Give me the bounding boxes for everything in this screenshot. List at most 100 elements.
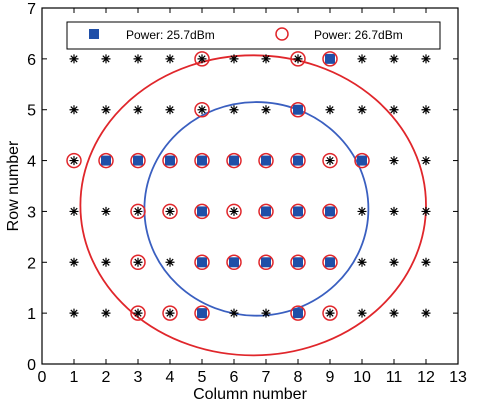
series-2-point bbox=[194, 203, 210, 220]
grid-point-marker bbox=[325, 105, 335, 115]
boundary-ellipse-2 bbox=[79, 54, 427, 357]
series-2-point bbox=[226, 203, 242, 220]
grid-point-marker bbox=[389, 54, 399, 64]
series-1-point bbox=[101, 155, 111, 166]
grid-point-marker bbox=[357, 54, 367, 64]
series-2-point bbox=[322, 51, 338, 67]
x-tick-label: 13 bbox=[449, 369, 467, 386]
grid-point-marker bbox=[69, 257, 79, 267]
series-layer bbox=[66, 51, 370, 321]
x-tick-label: 10 bbox=[353, 369, 371, 386]
series-1-point bbox=[293, 155, 303, 166]
y-tick-label: 1 bbox=[27, 306, 36, 323]
series-2-point bbox=[66, 152, 82, 169]
grid-point-marker bbox=[165, 257, 175, 267]
series-2-point bbox=[162, 152, 178, 169]
series-2-point bbox=[194, 152, 210, 169]
series-2-point bbox=[194, 51, 210, 67]
series-2-point bbox=[322, 152, 338, 169]
series-1-point bbox=[261, 206, 271, 217]
grid-point-marker bbox=[165, 206, 175, 216]
legend-circle-icon bbox=[275, 27, 289, 41]
grid-point-marker bbox=[165, 308, 175, 318]
series-2-point bbox=[162, 203, 178, 220]
series-2-point bbox=[130, 152, 146, 169]
y-tick-label: 5 bbox=[27, 103, 36, 120]
grid-point-marker bbox=[261, 54, 271, 64]
grid-point-marker bbox=[421, 105, 431, 115]
grid-point-marker bbox=[421, 54, 431, 64]
legend-square-icon bbox=[89, 29, 99, 39]
grid-point-marker bbox=[421, 156, 431, 166]
grid-point-marker bbox=[357, 257, 367, 267]
series-1-point bbox=[293, 104, 303, 115]
series-2-point bbox=[258, 254, 274, 271]
grid-point-marker bbox=[357, 206, 367, 216]
legend-box bbox=[66, 21, 441, 50]
grid-point-marker bbox=[101, 257, 111, 267]
y-tick-label: 3 bbox=[27, 204, 36, 221]
grid-point-marker bbox=[421, 206, 431, 216]
grid-point-marker bbox=[133, 54, 143, 64]
grid-point-marker bbox=[69, 105, 79, 115]
grid-point-marker bbox=[133, 206, 143, 216]
x-axis-title: Column number bbox=[193, 386, 308, 403]
series-2-point bbox=[258, 152, 274, 169]
y-tick-label: 7 bbox=[27, 1, 36, 18]
x-tick-label: 7 bbox=[262, 369, 271, 386]
y-tick-label: 6 bbox=[27, 52, 36, 69]
series-2-point bbox=[130, 203, 146, 220]
series-2-point bbox=[130, 254, 146, 271]
series-2-point bbox=[194, 101, 210, 118]
grid-point-marker bbox=[261, 105, 271, 115]
grid-point-marker bbox=[261, 308, 271, 318]
series-1-point bbox=[325, 53, 335, 64]
grid-point-marker bbox=[133, 257, 143, 267]
series-1-point bbox=[261, 257, 271, 268]
x-tick-label: 3 bbox=[134, 369, 143, 386]
x-tick-label: 4 bbox=[166, 369, 175, 386]
legend: Power: 25.7dBm Power: 26.7dBm bbox=[66, 21, 441, 50]
legend-label-series-1: Power: 25.7dBm bbox=[126, 28, 215, 42]
grid-point-marker bbox=[389, 308, 399, 318]
grid-point-marker bbox=[165, 54, 175, 64]
series-2-point bbox=[290, 152, 306, 169]
x-tick-label: 12 bbox=[417, 369, 435, 386]
series-1-point bbox=[197, 308, 207, 319]
series-2-point bbox=[162, 305, 178, 321]
series-1-point bbox=[133, 155, 143, 166]
legend-label-series-2: Power: 26.7dBm bbox=[314, 28, 403, 42]
grid-point-marker bbox=[197, 105, 207, 115]
grid-point-marker bbox=[165, 105, 175, 115]
series-1-point bbox=[197, 206, 207, 217]
grid-point-marker bbox=[293, 54, 303, 64]
series-1-point bbox=[293, 308, 303, 319]
grid-point-marker bbox=[101, 206, 111, 216]
grid-point-marker bbox=[357, 105, 367, 115]
series-1-point bbox=[165, 155, 175, 166]
series-1-point bbox=[293, 257, 303, 268]
grid-point-marker bbox=[69, 206, 79, 216]
x-tick-label: 1 bbox=[70, 369, 79, 386]
x-tick-label: 9 bbox=[326, 369, 335, 386]
series-1-point bbox=[357, 155, 367, 166]
grid-point-marker bbox=[325, 156, 335, 166]
series-1-point bbox=[197, 155, 207, 166]
series-1-point bbox=[261, 155, 271, 166]
grid-point-marker bbox=[229, 308, 239, 318]
y-tick-label: 0 bbox=[27, 357, 36, 374]
grid-point-marker bbox=[389, 156, 399, 166]
series-2-point bbox=[290, 203, 306, 220]
series-1-point bbox=[293, 206, 303, 217]
x-tick-label: 6 bbox=[230, 369, 239, 386]
grid-point-marker bbox=[421, 308, 431, 318]
series-2-point bbox=[322, 254, 338, 271]
grid-point-marker bbox=[229, 54, 239, 64]
series-2-point bbox=[258, 203, 274, 220]
grid-point-marker bbox=[69, 54, 79, 64]
series-1-point bbox=[229, 257, 239, 268]
series-2-point bbox=[98, 152, 114, 169]
series-2-point bbox=[130, 305, 146, 321]
series-2-point bbox=[226, 254, 242, 271]
